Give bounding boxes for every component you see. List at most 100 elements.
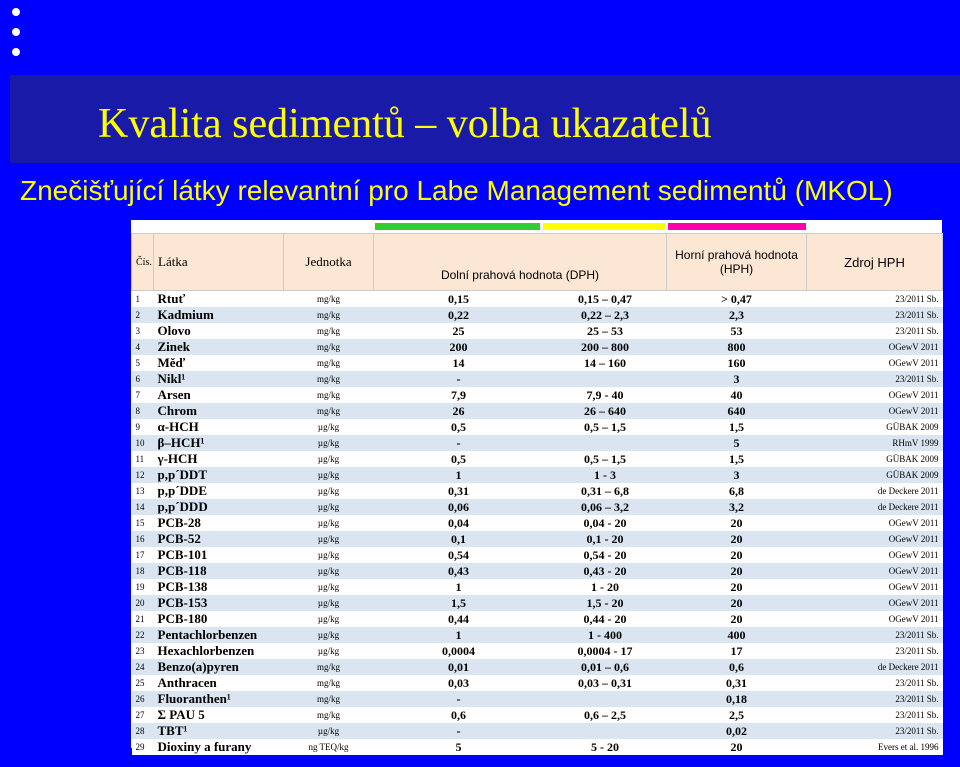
upper-threshold-cell: 20 (666, 547, 807, 563)
threshold-range-cell: 25 – 53 (543, 323, 667, 339)
source-cell: Evers et al. 1996 (806, 739, 943, 755)
row-number-cell: 22 (131, 627, 154, 643)
substance-name-cell: Rtuť (153, 290, 284, 307)
table-row: 16 PCB-52 µg/kg 0,1 0,1 - 20 20 OGewV 2011 (131, 531, 943, 547)
upper-threshold-cell: 17 (666, 643, 807, 659)
table-row: 24 Benzo(a)pyren mg/kg 0,01 0,01 – 0,6 0,6 de … (131, 659, 943, 675)
row-number-cell: 26 (131, 691, 154, 707)
unit-cell: µg/kg (283, 419, 374, 435)
substance-name-cell: Anthracen (153, 675, 284, 691)
upper-threshold-cell: 20 (666, 579, 807, 595)
source-cell: 23/2011 Sb. (806, 691, 943, 707)
threshold-range-cell: 1 - 20 (543, 579, 667, 595)
row-number-cell: 19 (131, 579, 154, 595)
substance-name-cell: PCB-101 (153, 547, 284, 563)
threshold-range-cell: 0,03 – 0,31 (543, 675, 667, 691)
unit-cell: µg/kg (283, 611, 374, 627)
lower-threshold-cell: 0,01 (373, 659, 544, 675)
lower-threshold-cell: 1 (373, 627, 544, 643)
bullet-dot (12, 28, 20, 36)
row-number-cell: 9 (131, 419, 154, 435)
lower-threshold-cell: 0,15 (373, 290, 544, 307)
row-number-cell: 1 (131, 290, 154, 307)
threshold-range-cell: 0,43 - 20 (543, 563, 667, 579)
source-cell: OGewV 2011 (806, 611, 943, 627)
source-cell: OGewV 2011 (806, 355, 943, 371)
upper-threshold-cell: 20 (666, 563, 807, 579)
table-row: 2 Kadmium mg/kg 0,22 0,22 – 2,3 2,3 23/2011 Sb… (131, 307, 943, 323)
substance-name-cell: Olovo (153, 323, 284, 339)
col-header-source: Zdroj HPH (806, 233, 943, 291)
lower-threshold-cell: 7,9 (373, 387, 544, 403)
upper-threshold-cell: 20 (666, 595, 807, 611)
table-row: 26 Fluoranthen¹ mg/kg - 0,18 23/2011 Sb. (131, 691, 943, 707)
lower-threshold-cell: 0,31 (373, 483, 544, 499)
threshold-range-cell: 14 – 160 (543, 355, 667, 371)
lower-threshold-cell: 1,5 (373, 595, 544, 611)
row-number-cell: 8 (131, 403, 154, 419)
lower-threshold-cell: 0,06 (373, 499, 544, 515)
threshold-range-cell: 200 – 800 (543, 339, 667, 355)
unit-cell: mg/kg (283, 659, 374, 675)
substance-name-cell: PCB-118 (153, 563, 284, 579)
source-cell: 23/2011 Sb. (806, 371, 943, 387)
row-number-cell: 25 (131, 675, 154, 691)
unit-cell: ng TEQ/kg (283, 739, 374, 755)
lower-threshold-cell: 0,43 (373, 563, 544, 579)
threshold-range-cell: 0,31 – 6,8 (543, 483, 667, 499)
substance-name-cell: p,p´DDT (153, 467, 284, 483)
threshold-range-cell: 0,06 – 3,2 (543, 499, 667, 515)
table-row: 8 Chrom mg/kg 26 26 – 640 640 OGewV 2011 (131, 403, 943, 419)
lower-threshold-cell: - (373, 435, 544, 451)
upper-threshold-cell: 3 (666, 371, 807, 387)
yellow-color-bar (543, 223, 665, 230)
table-row: 18 PCB-118 µg/kg 0,43 0,43 - 20 20 OGewV 2011 (131, 563, 943, 579)
lower-threshold-cell: 14 (373, 355, 544, 371)
threshold-range-cell (543, 435, 667, 451)
threshold-range-cell: 26 – 640 (543, 403, 667, 419)
substance-name-cell: Zinek (153, 339, 284, 355)
source-cell: 23/2011 Sb. (806, 307, 943, 323)
substance-name-cell: Σ PAU 5 (153, 707, 284, 723)
threshold-range-cell (543, 723, 667, 739)
lower-threshold-cell: 25 (373, 323, 544, 339)
title-banner (10, 75, 960, 163)
lower-threshold-cell: 1 (373, 467, 544, 483)
source-cell: GÜBAK 2009 (806, 419, 943, 435)
lower-threshold-cell: 0,5 (373, 419, 544, 435)
table-row: 14 p,p´DDD µg/kg 0,06 0,06 – 3,2 3,2 de Decker… (131, 499, 943, 515)
source-cell: OGewV 2011 (806, 563, 943, 579)
threshold-range-cell: 0,1 - 20 (543, 531, 667, 547)
lower-threshold-cell: - (373, 723, 544, 739)
table-row: 9 α-HCH µg/kg 0,5 0,5 – 1,5 1,5 GÜBAK 2009 (131, 419, 943, 435)
col-header-substance: Látka (153, 233, 284, 291)
substance-name-cell: p,p´DDE (153, 483, 284, 499)
table-row: 17 PCB-101 µg/kg 0,54 0,54 - 20 20 OGewV 2011 (131, 547, 943, 563)
upper-threshold-cell: 1,5 (666, 419, 807, 435)
threshold-range-cell: 0,22 – 2,3 (543, 307, 667, 323)
upper-threshold-cell: 20 (666, 611, 807, 627)
green-color-bar (375, 223, 540, 230)
source-cell: GÜBAK 2009 (806, 467, 943, 483)
source-cell: 23/2011 Sb. (806, 323, 943, 339)
col-header-upper-threshold: Horní prahová hodnota (HPH) (666, 233, 807, 291)
unit-cell: mg/kg (283, 403, 374, 419)
table-row: 22 Pentachlorbenzen µg/kg 1 1 - 400 400 23/201… (131, 627, 943, 643)
source-cell: OGewV 2011 (806, 515, 943, 531)
source-cell: 23/2011 Sb. (806, 675, 943, 691)
upper-threshold-cell: 800 (666, 339, 807, 355)
lower-threshold-cell: 26 (373, 403, 544, 419)
row-number-cell: 12 (131, 467, 154, 483)
lower-threshold-cell: 0,04 (373, 515, 544, 531)
lower-threshold-cell: 0,54 (373, 547, 544, 563)
substance-name-cell: TBT¹ (153, 723, 284, 739)
threshold-range-cell: 0,15 – 0,47 (543, 290, 667, 307)
sediment-table: Čís. Látka Jednotka Dolní prahová hodnot… (131, 233, 943, 755)
substance-name-cell: Chrom (153, 403, 284, 419)
bullet-dot (12, 48, 20, 56)
substance-name-cell: PCB-180 (153, 611, 284, 627)
source-cell: 23/2011 Sb. (806, 707, 943, 723)
upper-threshold-cell: 1,5 (666, 451, 807, 467)
source-cell: OGewV 2011 (806, 595, 943, 611)
table-row: 13 p,p´DDE µg/kg 0,31 0,31 – 6,8 6,8 de Decker… (131, 483, 943, 499)
